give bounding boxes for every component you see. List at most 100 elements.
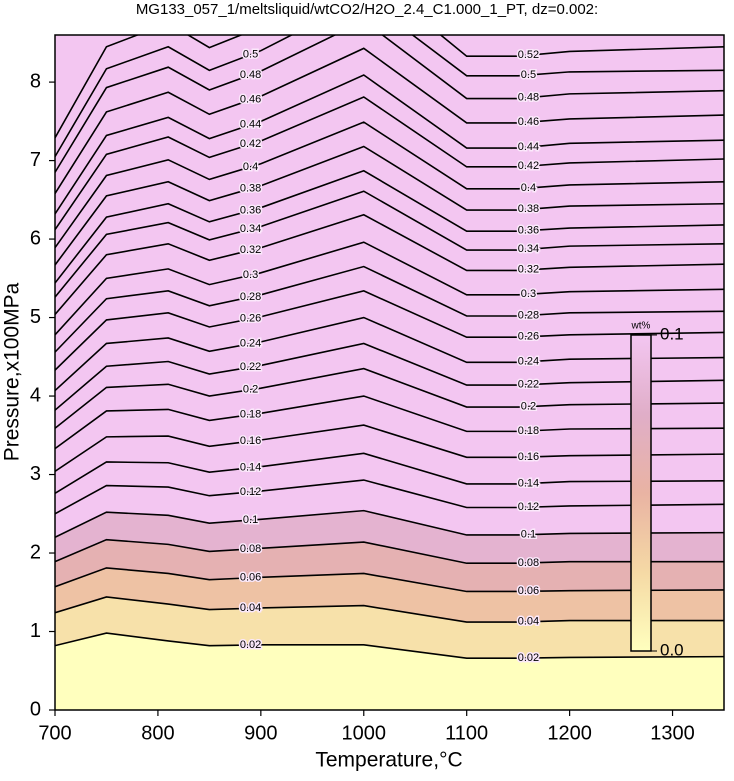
contour-line xyxy=(55,367,724,429)
contour-label: 0.02 xyxy=(518,652,539,664)
y-tick-label: 5 xyxy=(30,306,41,328)
contour-label: 0.44 xyxy=(518,141,539,153)
contour-label: 0.4 xyxy=(521,182,536,194)
contour-label: 0.16 xyxy=(518,451,539,463)
contour-label: 0.4 xyxy=(243,161,258,173)
contour-line xyxy=(55,145,724,266)
axes: 700 800 900 1000 1100 1200 1300012345678wt%0.0… xyxy=(30,34,725,744)
x-tick-label: 1300 xyxy=(650,722,695,744)
y-tick-label: 2 xyxy=(30,541,41,563)
contour-line xyxy=(55,213,724,315)
plot-frame xyxy=(54,34,725,711)
y-tick-label: 1 xyxy=(30,620,41,642)
contour-line xyxy=(55,567,724,593)
contour-label: 0.24 xyxy=(240,338,261,350)
contour-label: 0.02 xyxy=(240,639,261,651)
contour-line xyxy=(55,538,724,565)
colorbar-tick-label: 0.1 xyxy=(660,324,684,343)
contour-label: 0.46 xyxy=(240,94,261,106)
contour-line xyxy=(55,509,724,539)
colorbar xyxy=(630,334,652,652)
chart-title: MG133_057_1/meltsliquid/wtCO2/H2O_2.4_C1… xyxy=(136,1,598,18)
x-tick-label: 900 xyxy=(244,722,277,744)
contour-label: 0.22 xyxy=(518,378,539,390)
y-tick-label: 4 xyxy=(30,384,41,406)
contour-label: 0.44 xyxy=(240,119,261,131)
contour-label: 0.24 xyxy=(518,356,539,368)
contour-label: 0.28 xyxy=(518,309,539,321)
contour-line xyxy=(55,47,724,194)
contour-label: 0.16 xyxy=(240,435,261,447)
contour-label: 0.5 xyxy=(243,49,258,61)
y-tick-label: 8 xyxy=(30,70,41,92)
contour-label: 0.12 xyxy=(240,486,261,498)
contour-label: 0.48 xyxy=(518,92,539,104)
contour-label: 0.2 xyxy=(521,400,536,412)
contour-line xyxy=(55,169,724,284)
contour-line xyxy=(55,35,724,158)
contour-label: 0.38 xyxy=(518,203,539,215)
contour-label: 0.42 xyxy=(518,160,539,172)
contour-line xyxy=(55,190,724,298)
contour-line xyxy=(55,342,724,411)
contour-line xyxy=(55,35,724,173)
contour-label: 0.26 xyxy=(240,313,261,325)
contour-label: 0.08 xyxy=(518,557,539,569)
contour-label: 0.34 xyxy=(518,243,539,255)
contour-label: 0.42 xyxy=(240,138,261,150)
contour-label: 0.46 xyxy=(518,116,539,128)
contour-label: 0.04 xyxy=(240,602,261,614)
contour-label: 0.32 xyxy=(240,244,261,256)
contour-label: 0.12 xyxy=(518,501,539,513)
contour-line xyxy=(55,241,724,336)
contour-label: 0.08 xyxy=(240,543,261,555)
contour-line xyxy=(55,424,724,473)
contour-label: 0.52 xyxy=(518,49,539,61)
contour-label: 0.34 xyxy=(240,223,261,235)
contour-line xyxy=(55,316,724,392)
contour-line xyxy=(55,121,724,249)
contour-line xyxy=(55,479,724,515)
x-tick-label: 1100 xyxy=(445,722,488,744)
contour-label: 0.36 xyxy=(518,224,539,236)
contour-label: 0.04 xyxy=(518,616,539,628)
contour-label: 0.5 xyxy=(521,69,536,81)
contour-label: 0.06 xyxy=(518,585,539,597)
x-tick-label: 700 xyxy=(38,722,71,744)
contour-label: 0.22 xyxy=(240,361,261,373)
contour-label: 0.14 xyxy=(240,462,261,474)
contour-label: 0.06 xyxy=(240,572,261,584)
colorbar-tick-label: 0.0 xyxy=(660,640,684,659)
plot-area: 0.02 0.04 0.06 0.08 0.1 0.12 0.14 0.16 0.18 0.2 0.… xyxy=(55,35,724,710)
contour-label: 0.1 xyxy=(243,514,258,526)
colorbar-label: wt% xyxy=(631,321,651,332)
contour-label: 0.14 xyxy=(518,477,539,489)
contour-label: 0.3 xyxy=(243,269,258,281)
contour-label: 0.38 xyxy=(240,183,261,195)
y-tick-label: 0 xyxy=(30,698,41,720)
y-axis-label: Pressure,x100MPa xyxy=(1,282,24,461)
contour-fill xyxy=(55,35,724,138)
contour-line xyxy=(55,290,724,371)
contour-label: 0.3 xyxy=(521,288,536,300)
contour-label: 0.36 xyxy=(240,204,261,216)
y-tick-label: 3 xyxy=(30,463,41,485)
contour-label: 0.26 xyxy=(518,331,539,343)
contour-line xyxy=(55,74,724,215)
contour-line xyxy=(55,452,724,495)
contour-line xyxy=(55,395,724,450)
contour-line xyxy=(55,35,724,139)
contour-line xyxy=(55,596,724,623)
contour-line xyxy=(55,265,724,353)
contour-label: 0.32 xyxy=(518,264,539,276)
contour-label: 0.48 xyxy=(240,69,261,81)
contour-line xyxy=(55,632,724,659)
y-tick-label: 6 xyxy=(30,227,41,249)
x-tick-label: 1200 xyxy=(547,722,592,744)
contour-label: 0.1 xyxy=(521,529,536,541)
contour-label: 0.28 xyxy=(240,291,261,303)
x-axis-label: Temperature,°C xyxy=(315,749,462,772)
contour-label: 0.2 xyxy=(243,384,258,396)
contour-line xyxy=(55,96,724,231)
